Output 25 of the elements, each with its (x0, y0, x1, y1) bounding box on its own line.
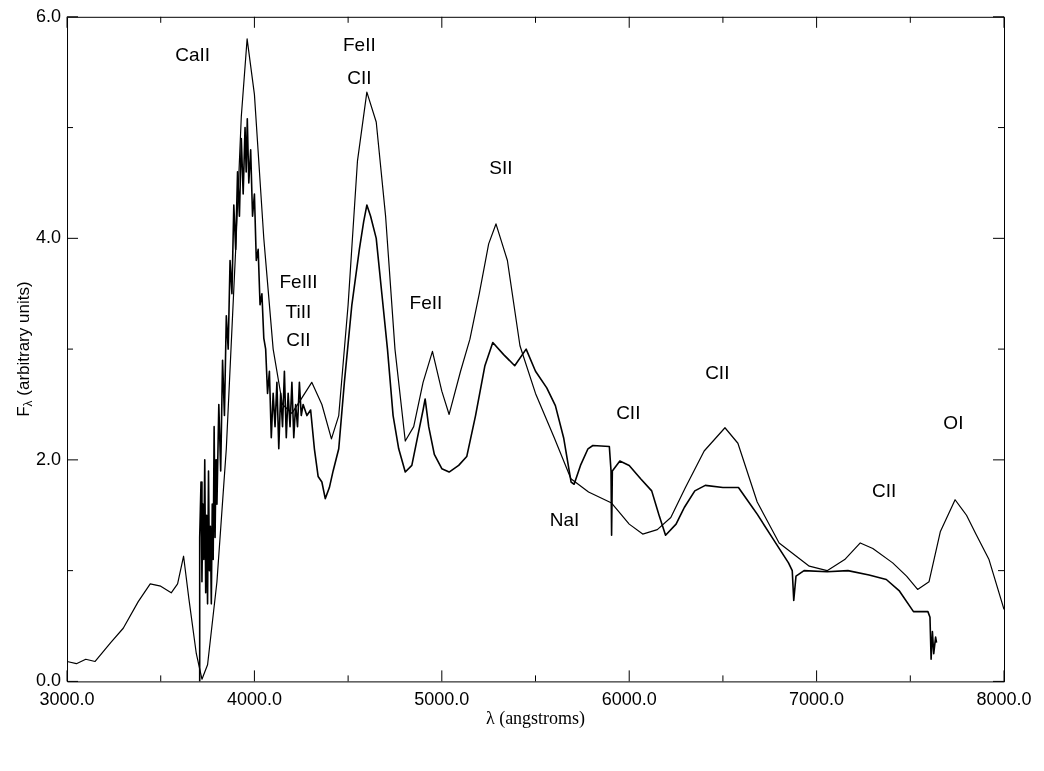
x-tick-label: 8000.0 (976, 689, 1032, 710)
y-tick-label: 0.0 (35, 670, 62, 691)
annotation: CII (347, 66, 372, 88)
annotation: CaII (175, 43, 211, 65)
annotation: TiII (285, 300, 312, 322)
annotation: NaI (549, 508, 580, 530)
x-tick-label: 4000.0 (226, 689, 282, 710)
x-tick-label: 5000.0 (414, 689, 470, 710)
annotation: OI (943, 412, 964, 434)
annotation: FeII (409, 292, 443, 314)
annotation: SII (489, 156, 513, 178)
x-tick-label: 6000.0 (601, 689, 657, 710)
y-tick-label: 6.0 (35, 5, 62, 26)
annotation: FeII (342, 33, 376, 55)
x-tick-label: 3000.0 (39, 689, 95, 710)
y-tick-label: 2.0 (35, 448, 62, 469)
annotation: CII (705, 361, 730, 383)
annotation: CII (871, 480, 897, 502)
annotation: FeIII (279, 270, 318, 292)
x-axis-title: λ (angstroms) (485, 708, 586, 730)
annotation: CII (616, 402, 641, 424)
y-tick-label: 4.0 (35, 227, 62, 248)
y-axis-title: Fλ (arbitrary units) (13, 281, 36, 417)
annotation: CII (286, 329, 311, 351)
x-tick-label: 7000.0 (789, 689, 845, 710)
